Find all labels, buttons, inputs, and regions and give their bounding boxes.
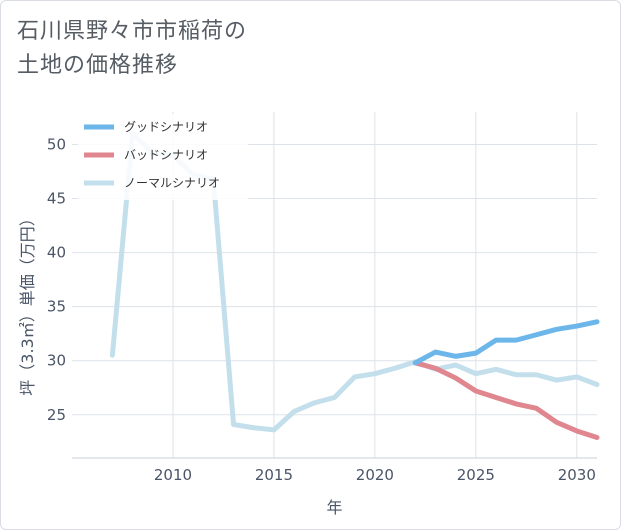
y-tick-label-40: 40 bbox=[47, 244, 66, 262]
x-tick-label-2010: 2010 bbox=[154, 466, 192, 484]
y-tick-label-30: 30 bbox=[47, 352, 66, 370]
y-tick-label-25: 25 bbox=[47, 406, 66, 424]
x-tick-label-2030: 2030 bbox=[558, 466, 596, 484]
legend-normal-scenario-label: ノーマルシナリオ bbox=[124, 176, 220, 190]
x-tick-label-2015: 2015 bbox=[255, 466, 293, 484]
y-tick-label-35: 35 bbox=[47, 298, 66, 316]
bad-scenario-line bbox=[412, 360, 600, 440]
chart-title-line1: 石川県野々市市稲荷の bbox=[17, 19, 248, 44]
legend-good-scenario-label: グッドシナリオ bbox=[124, 120, 208, 134]
x-tick-label-2025: 2025 bbox=[457, 466, 495, 484]
legend-bad-scenario-label: バッドシナリオ bbox=[124, 148, 208, 162]
y-tick-label-45: 45 bbox=[47, 190, 66, 208]
y-axis-title: 坪（3.3㎡）単価（万円） bbox=[18, 210, 37, 395]
good-scenario-line bbox=[412, 319, 600, 366]
chart-title-line2: 土地の価格推移 bbox=[17, 53, 179, 78]
axis-ticks: 2010 2015 2020 2025 2030 25 30 35 40 45 50 bbox=[47, 135, 596, 484]
x-axis-title: 年 bbox=[326, 498, 342, 517]
x-tick-label-2020: 2020 bbox=[356, 466, 394, 484]
chart-title: 石川県野々市市稲荷の 土地の価格推移 bbox=[17, 15, 247, 83]
y-tick-label-50: 50 bbox=[47, 135, 66, 153]
